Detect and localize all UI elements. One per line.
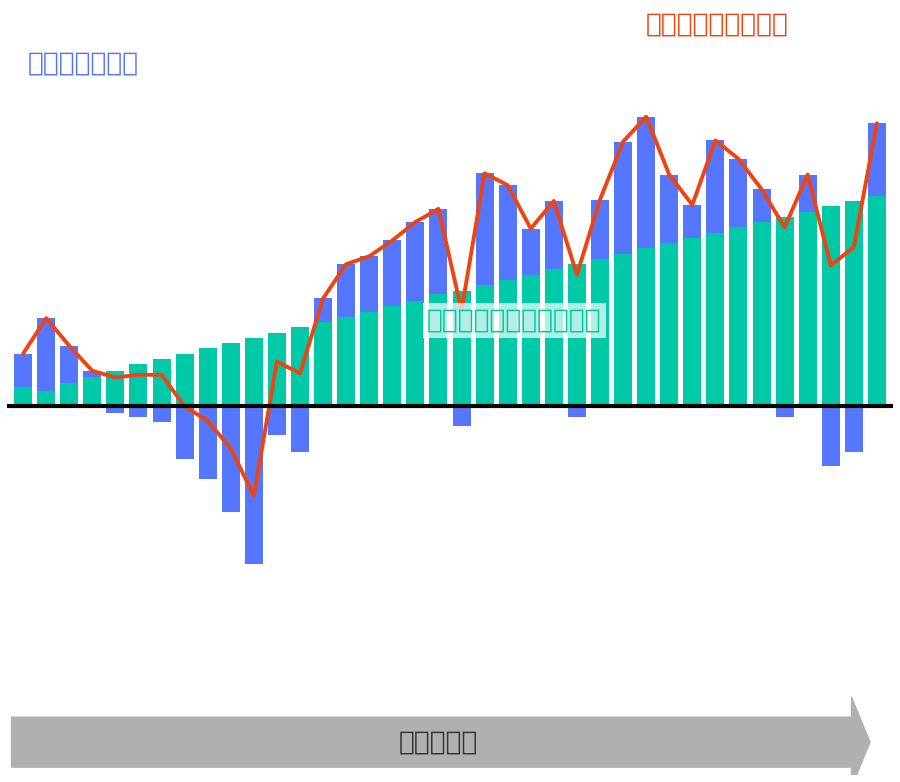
Bar bbox=[868, 124, 886, 196]
Bar bbox=[429, 295, 447, 407]
Bar bbox=[683, 205, 701, 238]
Bar bbox=[522, 274, 540, 407]
Bar bbox=[60, 346, 78, 382]
Bar bbox=[291, 407, 309, 453]
Bar bbox=[291, 328, 309, 407]
Text: インカム収益の積み上げ: インカム収益の積み上げ bbox=[427, 307, 601, 333]
Bar bbox=[729, 228, 747, 407]
Bar bbox=[798, 174, 816, 211]
Bar bbox=[268, 332, 286, 407]
Bar bbox=[683, 238, 701, 407]
Bar bbox=[199, 407, 217, 479]
Bar bbox=[14, 386, 32, 407]
Bar bbox=[822, 206, 840, 407]
Bar bbox=[153, 359, 171, 407]
Bar bbox=[106, 407, 124, 413]
Bar bbox=[845, 201, 863, 407]
Bar bbox=[338, 264, 356, 317]
Bar bbox=[637, 249, 655, 407]
Bar bbox=[199, 349, 217, 407]
Bar bbox=[60, 382, 78, 407]
Bar bbox=[776, 407, 794, 417]
Bar bbox=[568, 407, 586, 417]
Bar bbox=[84, 378, 102, 407]
Bar bbox=[706, 232, 724, 407]
Bar bbox=[475, 285, 493, 407]
Bar bbox=[776, 217, 794, 407]
Bar bbox=[798, 211, 816, 407]
Bar bbox=[429, 209, 447, 295]
Bar bbox=[706, 141, 724, 232]
Bar bbox=[407, 301, 425, 407]
Bar bbox=[845, 407, 863, 453]
Bar bbox=[568, 264, 586, 407]
Bar bbox=[752, 189, 770, 222]
Bar bbox=[729, 159, 747, 228]
Bar bbox=[153, 407, 171, 422]
Bar bbox=[37, 318, 55, 390]
Bar bbox=[661, 174, 679, 243]
Bar bbox=[522, 228, 540, 274]
Bar bbox=[84, 371, 102, 378]
Bar bbox=[752, 222, 770, 407]
Bar bbox=[453, 290, 471, 407]
Text: 時間の経過: 時間の経過 bbox=[399, 729, 478, 755]
Bar bbox=[314, 299, 332, 322]
FancyArrow shape bbox=[12, 697, 870, 782]
Bar bbox=[314, 322, 332, 407]
Bar bbox=[591, 259, 609, 407]
Bar bbox=[383, 241, 401, 307]
Text: キャピタル収益: キャピタル収益 bbox=[28, 51, 139, 77]
Bar bbox=[338, 317, 356, 407]
Bar bbox=[475, 174, 493, 285]
Bar bbox=[221, 407, 239, 511]
Bar bbox=[130, 407, 148, 417]
Bar bbox=[822, 407, 840, 465]
Bar bbox=[268, 407, 286, 436]
Bar bbox=[37, 390, 55, 407]
Bar bbox=[221, 343, 239, 407]
Bar bbox=[453, 407, 471, 426]
Bar bbox=[176, 353, 194, 407]
Bar bbox=[245, 338, 263, 407]
Bar bbox=[407, 222, 425, 301]
Bar bbox=[383, 307, 401, 407]
Bar bbox=[176, 407, 194, 459]
Bar bbox=[106, 371, 124, 407]
Bar bbox=[130, 364, 148, 407]
Bar bbox=[614, 142, 632, 253]
Bar bbox=[591, 199, 609, 259]
Bar bbox=[499, 185, 517, 280]
Bar bbox=[868, 196, 886, 407]
Text: トータル・リターン: トータル・リターン bbox=[646, 11, 789, 37]
Bar bbox=[614, 253, 632, 407]
Bar bbox=[14, 353, 32, 386]
Bar bbox=[637, 117, 655, 249]
Bar bbox=[360, 311, 378, 407]
Bar bbox=[245, 407, 263, 565]
Bar bbox=[661, 243, 679, 407]
Bar bbox=[544, 201, 562, 270]
Bar bbox=[499, 280, 517, 407]
Bar bbox=[360, 256, 378, 311]
Bar bbox=[544, 270, 562, 407]
